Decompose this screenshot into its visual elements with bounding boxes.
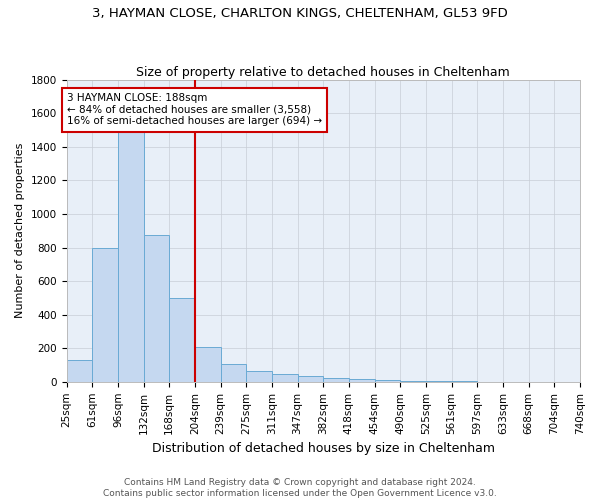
Bar [246, 371, 272, 382]
Text: 3, HAYMAN CLOSE, CHARLTON KINGS, CHELTENHAM, GL53 9FD: 3, HAYMAN CLOSE, CHARLTON KINGS, CHELTEN… [92, 8, 508, 20]
Bar [67, 360, 92, 382]
Bar [169, 298, 195, 382]
Title: Size of property relative to detached houses in Cheltenham: Size of property relative to detached ho… [136, 66, 510, 78]
Bar [298, 376, 323, 382]
Bar [92, 248, 118, 382]
Bar [374, 380, 400, 382]
Bar [349, 380, 374, 382]
Text: 3 HAYMAN CLOSE: 188sqm
← 84% of detached houses are smaller (3,558)
16% of semi-: 3 HAYMAN CLOSE: 188sqm ← 84% of detached… [67, 93, 322, 126]
Text: Contains HM Land Registry data © Crown copyright and database right 2024.
Contai: Contains HM Land Registry data © Crown c… [103, 478, 497, 498]
Y-axis label: Number of detached properties: Number of detached properties [15, 143, 25, 318]
Bar [221, 364, 246, 382]
X-axis label: Distribution of detached houses by size in Cheltenham: Distribution of detached houses by size … [152, 442, 495, 455]
Bar [400, 381, 426, 382]
Bar [323, 378, 349, 382]
Bar [195, 348, 221, 382]
Bar [118, 132, 143, 382]
Bar [143, 235, 169, 382]
Bar [272, 374, 298, 382]
